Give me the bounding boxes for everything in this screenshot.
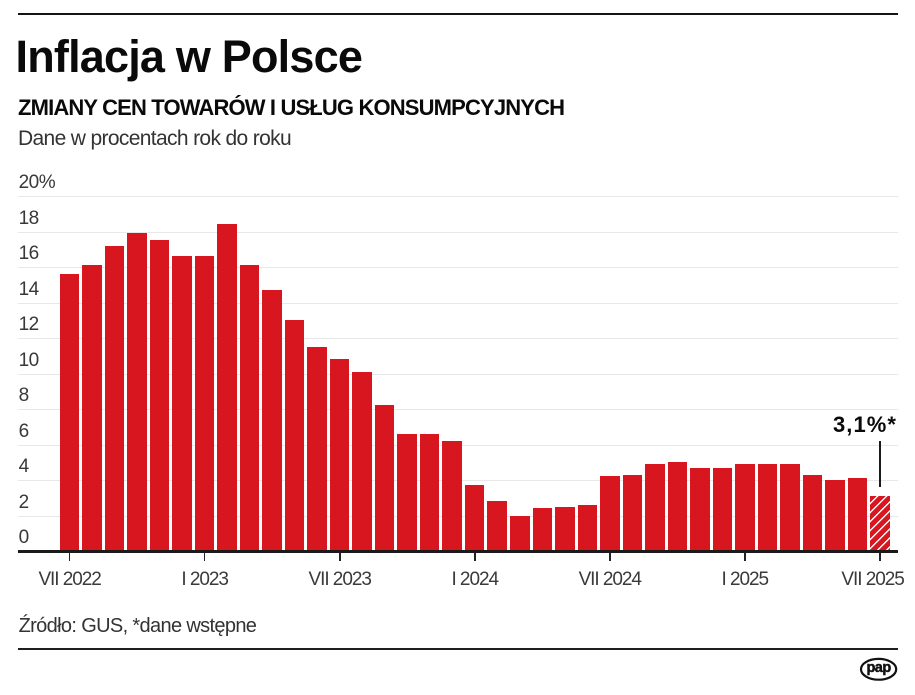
svg-text:pap: pap [866, 660, 891, 676]
